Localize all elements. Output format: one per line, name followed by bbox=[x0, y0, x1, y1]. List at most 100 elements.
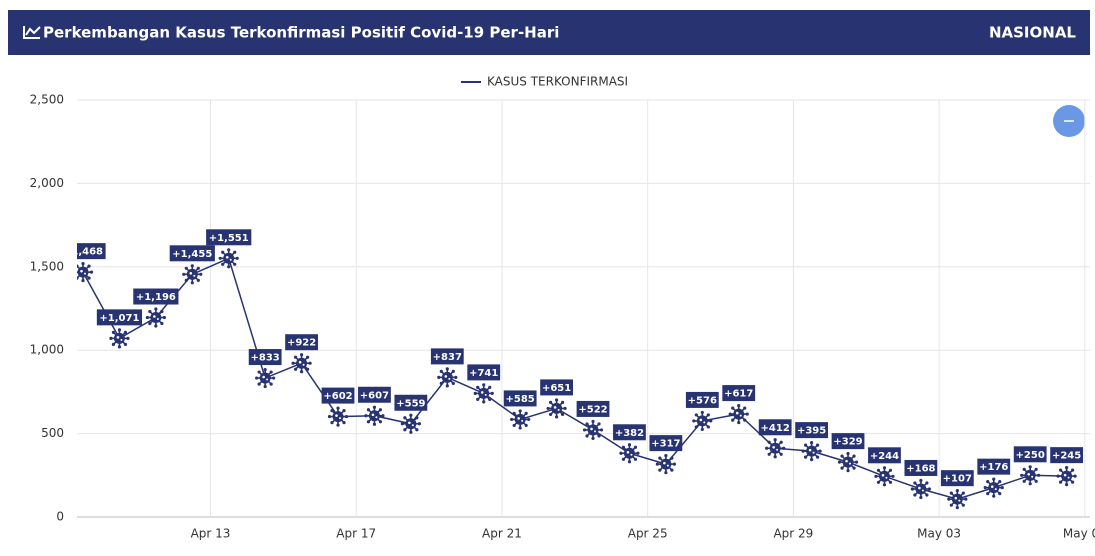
marker-tip bbox=[888, 468, 893, 472]
collapse-button[interactable] bbox=[1053, 105, 1085, 137]
marker-tip bbox=[561, 400, 565, 405]
marker-body bbox=[988, 482, 1000, 494]
marker-body bbox=[478, 387, 490, 399]
x-tick-label: Apr 21 bbox=[482, 527, 522, 541]
marker-tip bbox=[372, 422, 377, 426]
marker-tip bbox=[1058, 468, 1063, 472]
marker-body bbox=[660, 458, 672, 470]
marker-tip bbox=[160, 309, 164, 314]
value-label: +922 bbox=[287, 338, 316, 349]
marker-tip bbox=[510, 417, 514, 422]
marker-spot bbox=[444, 375, 448, 378]
marker-tip bbox=[445, 367, 449, 371]
marker-tip bbox=[190, 281, 194, 285]
marker-tip bbox=[123, 330, 128, 334]
marker-spot bbox=[335, 414, 338, 417]
marker-spot bbox=[298, 360, 302, 364]
marker bbox=[655, 454, 676, 475]
marker bbox=[437, 367, 458, 388]
marker-tip bbox=[126, 336, 130, 340]
marker-tip bbox=[1065, 466, 1069, 470]
marker-spot bbox=[990, 485, 994, 488]
marker-tip bbox=[816, 443, 820, 447]
value-label: +607 bbox=[360, 390, 389, 401]
y-tick-label: 2,500 bbox=[30, 93, 64, 107]
marker-tip bbox=[342, 420, 346, 425]
value-label-box bbox=[868, 447, 901, 464]
x-tick-label: May 07 bbox=[1063, 527, 1095, 541]
plot: +1,468 +1,071 +1,196 +1,455 +1,551 +833 +922 +6… bbox=[73, 229, 1084, 510]
marker-tip bbox=[89, 270, 94, 274]
marker-tip bbox=[773, 438, 777, 442]
marker-tip bbox=[221, 262, 225, 266]
marker-spot bbox=[1027, 473, 1030, 476]
marker bbox=[218, 248, 239, 269]
marker bbox=[255, 367, 276, 389]
marker-body bbox=[769, 442, 781, 454]
marker-spot bbox=[408, 421, 411, 425]
marker-tip bbox=[123, 342, 128, 346]
marker-tip bbox=[527, 417, 531, 422]
marker-tip bbox=[291, 361, 295, 365]
value-label-box bbox=[394, 394, 428, 411]
marker-tip bbox=[561, 412, 565, 417]
marker-tip bbox=[782, 446, 786, 450]
value-label: +741 bbox=[469, 368, 498, 379]
marker-tip bbox=[619, 451, 623, 455]
chart-icon bbox=[23, 26, 41, 39]
marker-tip bbox=[160, 321, 164, 326]
marker-spot bbox=[1063, 473, 1067, 477]
marker-tip bbox=[773, 455, 777, 459]
marker-tip bbox=[888, 480, 893, 484]
marker-tip bbox=[670, 456, 674, 460]
marker-tip bbox=[737, 420, 741, 425]
marker-tip bbox=[81, 262, 85, 266]
value-label: +176 bbox=[979, 462, 1008, 473]
marker-spot bbox=[954, 496, 958, 500]
marker-spot bbox=[590, 427, 593, 431]
marker bbox=[728, 403, 749, 425]
marker-tip bbox=[73, 271, 76, 274]
marker-body bbox=[150, 312, 162, 324]
marker-tip bbox=[512, 411, 516, 416]
marker-tip bbox=[913, 481, 917, 485]
marker-tip bbox=[882, 483, 887, 487]
marker-tip bbox=[409, 430, 413, 434]
y-tick-label: 500 bbox=[41, 426, 64, 440]
marker-tip bbox=[986, 492, 990, 496]
marker-tip bbox=[961, 491, 965, 495]
marker-tip bbox=[621, 457, 626, 461]
marker-tip bbox=[925, 493, 929, 497]
marker-spot bbox=[772, 445, 775, 449]
marker-tip bbox=[403, 416, 407, 420]
marker-tip bbox=[257, 370, 261, 374]
marker bbox=[874, 466, 895, 487]
marker-tip bbox=[415, 416, 419, 420]
marker-tip bbox=[233, 250, 237, 254]
marker-spot bbox=[918, 486, 921, 490]
marker-tip bbox=[874, 474, 878, 478]
marker bbox=[692, 410, 713, 432]
marker-tip bbox=[263, 367, 267, 372]
value-label: +1,071 bbox=[99, 313, 139, 324]
marker-tip bbox=[1034, 479, 1038, 483]
marker bbox=[1020, 465, 1041, 486]
marker-tip bbox=[955, 506, 959, 510]
marker-spot bbox=[885, 476, 888, 479]
marker-tip bbox=[330, 420, 334, 425]
marker-tip bbox=[524, 411, 528, 416]
value-label: +1,455 bbox=[172, 249, 212, 260]
marker-tip bbox=[488, 385, 492, 389]
marker bbox=[510, 409, 531, 430]
marker-tip bbox=[840, 454, 844, 458]
marker-tip bbox=[591, 419, 595, 424]
marker-spot bbox=[703, 421, 706, 424]
marker-tip bbox=[154, 307, 158, 311]
value-label-box bbox=[358, 386, 391, 403]
value-label-box bbox=[133, 288, 179, 305]
marker-tip bbox=[148, 321, 152, 326]
legend-label: KASUS TERKONFIRMASI bbox=[487, 75, 628, 89]
marker-tip bbox=[692, 419, 696, 423]
y-tick-label: 2,000 bbox=[30, 176, 64, 190]
value-label: +585 bbox=[506, 394, 535, 405]
